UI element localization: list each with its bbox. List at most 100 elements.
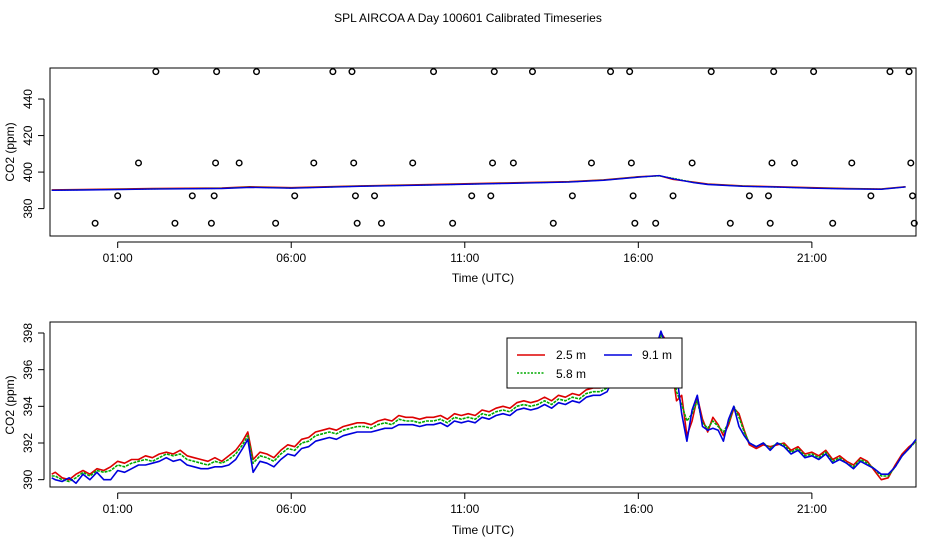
scatter-point [768, 159, 776, 167]
scatter-point [766, 219, 774, 227]
top-series-lines [51, 174, 906, 191]
top-y-label: CO2 (ppm) [3, 122, 17, 181]
series-line-9-1-m [51, 174, 906, 191]
y-tick-label: 394 [21, 396, 35, 416]
legend-label-2-5m: 2.5 m [556, 348, 586, 362]
scatter-point [468, 192, 476, 200]
scatter-point [909, 192, 917, 200]
scatter-point [348, 68, 356, 76]
scatter-point [329, 68, 337, 76]
scatter-point [627, 159, 635, 167]
scatter-point [253, 68, 261, 76]
scatter-point [350, 159, 358, 167]
scatter-point [707, 68, 715, 76]
scatter-point [449, 219, 457, 227]
bottom-y-label: CO2 (ppm) [3, 375, 17, 434]
scatter-point [626, 68, 634, 76]
scatter-point [587, 159, 595, 167]
y-tick-label: 392 [21, 433, 35, 453]
scatter-point [867, 192, 875, 200]
x-tick-label: 16:00 [623, 502, 653, 516]
scatter-point [886, 68, 894, 76]
y-tick-label: 400 [21, 162, 35, 182]
page-title: SPL AIRCOA A Day 100601 Calibrated Times… [334, 11, 602, 25]
bottom-x-axis: 01:00 06:00 11:00 16:00 21:00 [103, 492, 827, 516]
scatter-point [848, 159, 856, 167]
bottom-series-lines [51, 330, 917, 485]
scatter-point [829, 219, 837, 227]
scatter-point [509, 159, 517, 167]
y-tick-label: 440 [21, 89, 35, 109]
scatter-point [810, 68, 818, 76]
scatter-point [212, 159, 220, 167]
scatter-point [607, 68, 615, 76]
top-x-axis: 01:00 06:00 11:00 16:00 21:00 [103, 241, 827, 265]
legend-box [506, 337, 683, 389]
scatter-point [377, 219, 385, 227]
x-tick-label: 11:00 [450, 251, 479, 265]
y-tick-label: 420 [21, 125, 35, 145]
scatter-point [371, 192, 379, 200]
scatter-point [528, 68, 536, 76]
scatter-point [549, 219, 557, 227]
scatter-point [272, 219, 280, 227]
scatter-point [430, 68, 438, 76]
scatter-point [764, 192, 772, 200]
bottom-x-label: Time (UTC) [452, 523, 514, 537]
x-tick-label: 06:00 [276, 502, 306, 516]
scatter-point [745, 192, 753, 200]
top-x-label: Time (UTC) [452, 271, 514, 285]
scatter-point [171, 219, 179, 227]
scatter-point [135, 159, 143, 167]
series-line-9-1-m [51, 330, 917, 485]
x-tick-label: 01:00 [103, 251, 133, 265]
x-tick-label: 06:00 [276, 251, 306, 265]
top-scatter-points [91, 68, 918, 227]
scatter-point [629, 192, 637, 200]
x-tick-label: 21:00 [797, 502, 827, 516]
scatter-point [568, 192, 576, 200]
legend: 2.5 m 5.8 m 9.1 m [506, 337, 683, 389]
scatter-point [91, 219, 99, 227]
scatter-point [652, 219, 660, 227]
y-tick-label: 396 [21, 359, 35, 379]
top-y-axis: 380 400 420 440 [21, 89, 45, 219]
scatter-point [409, 159, 417, 167]
scatter-point [907, 159, 915, 167]
scatter-point [235, 159, 243, 167]
x-tick-label: 21:00 [797, 251, 827, 265]
scatter-point [353, 219, 361, 227]
scatter-point [910, 219, 918, 227]
scatter-point [291, 192, 299, 200]
series-line-5-8-m [51, 333, 917, 483]
y-tick-label: 390 [21, 469, 35, 489]
scatter-point [905, 68, 913, 76]
scatter-point [487, 192, 495, 200]
scatter-point [770, 68, 778, 76]
scatter-point [351, 192, 359, 200]
bottom-panel: 390 392 394 396 398 01:00 06:00 11:00 16:00 21:0… [3, 321, 917, 537]
scatter-point [489, 159, 497, 167]
top-panel: 380 400 420 440 01:00 06:00 11:00 16:00 21:00 T… [3, 67, 918, 285]
scatter-point [213, 68, 221, 76]
top-plot-frame [49, 67, 917, 237]
scatter-point [188, 192, 196, 200]
x-tick-label: 16:00 [623, 251, 653, 265]
series-line-2-5-m [51, 332, 917, 481]
x-tick-label: 11:00 [450, 502, 479, 516]
scatter-point [210, 192, 218, 200]
bottom-y-axis: 390 392 394 396 398 [21, 323, 45, 490]
y-tick-label: 398 [21, 323, 35, 343]
scatter-point [310, 159, 318, 167]
legend-label-5-8m: 5.8 m [556, 367, 586, 381]
scatter-point [726, 219, 734, 227]
y-tick-label: 380 [21, 198, 35, 218]
scatter-point [490, 68, 498, 76]
scatter-point [631, 219, 639, 227]
legend-label-9-1m: 9.1 m [642, 348, 672, 362]
bottom-plot-frame [49, 321, 917, 488]
scatter-point [688, 159, 696, 167]
scatter-point [114, 192, 122, 200]
scatter-point [669, 192, 677, 200]
